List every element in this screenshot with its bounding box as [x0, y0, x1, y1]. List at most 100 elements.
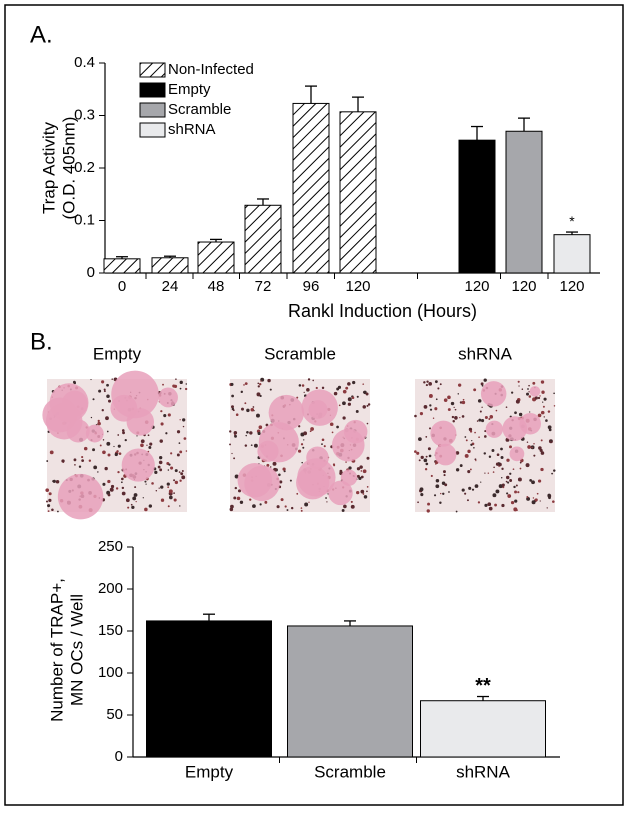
micrograph-speck [267, 378, 271, 383]
micrograph-speck [147, 434, 150, 437]
micrograph-speck [547, 493, 551, 498]
micrograph-speck [532, 381, 536, 385]
micrograph-speck [342, 416, 346, 420]
micrograph-speck [135, 501, 137, 503]
annotation: * [569, 213, 575, 229]
micrograph-speck [419, 412, 424, 416]
legend-swatch [139, 102, 166, 118]
micrograph-speck [454, 408, 457, 411]
micrograph-speck [290, 506, 294, 510]
micrograph-speck [429, 408, 433, 411]
micrograph-speck [106, 441, 111, 446]
micrograph-speck [102, 482, 106, 486]
micrograph-speck [181, 475, 186, 480]
micrograph-speck [170, 452, 173, 455]
micrograph-speck [110, 484, 115, 489]
micrograph-speck [531, 480, 535, 485]
micrograph-speck [418, 459, 421, 462]
micrograph-speck [144, 480, 147, 483]
micrograph-speck [476, 420, 479, 422]
micrograph-speck [249, 431, 253, 435]
y-tick-label: 150 [98, 622, 123, 639]
micrograph-speck [452, 419, 455, 423]
panel-label: A. [30, 21, 53, 48]
micrograph-speck [264, 500, 268, 504]
micrograph-speck [284, 505, 287, 508]
micrograph-speck [426, 509, 430, 513]
bar [458, 139, 496, 274]
micrograph-speck [457, 393, 460, 395]
micrograph-speck [479, 410, 482, 413]
micrograph-cell [121, 448, 155, 482]
micrograph-speck [366, 422, 369, 425]
micrograph-speck [506, 492, 509, 495]
micrograph-speck [252, 406, 255, 408]
micrograph-speck [512, 468, 515, 471]
micrograph-speck [507, 494, 512, 498]
micrograph-speck [159, 468, 163, 472]
micrograph-speck [423, 381, 426, 384]
micrograph-speck [358, 476, 362, 480]
micrograph-speck [140, 443, 144, 448]
micrograph-speck [106, 383, 109, 387]
micrograph-speck [518, 412, 523, 417]
micrograph-speck [102, 439, 105, 441]
micrograph-cell [57, 473, 104, 520]
micrograph-speck [106, 430, 109, 433]
micrograph-speck [185, 383, 188, 385]
micrograph-speck [231, 394, 234, 398]
micrograph-speck [121, 429, 125, 432]
micrograph-speck [538, 446, 542, 450]
micrograph-speck [165, 432, 168, 435]
micrograph-speck [276, 505, 280, 509]
micrograph-speck [160, 422, 164, 426]
micrograph-speck [514, 411, 517, 415]
micrograph-speck [170, 466, 174, 470]
micrograph-cell [257, 440, 279, 462]
micrograph-speck [464, 453, 469, 458]
micrograph-speck [168, 495, 173, 500]
micrograph-speck [527, 388, 529, 390]
bar [287, 625, 413, 758]
micrograph-speck [425, 436, 428, 438]
micrograph-speck [159, 439, 163, 443]
micrograph-speck [90, 378, 92, 381]
micrograph-speck [478, 436, 480, 438]
micrograph-speck [235, 413, 239, 416]
micrograph-speck [414, 414, 417, 418]
micrograph-speck [154, 470, 158, 475]
micrograph-cell [66, 419, 90, 443]
micrograph-speck [439, 383, 442, 386]
micrograph-speck [540, 451, 545, 455]
micrograph-speck [300, 443, 304, 446]
micrograph-speck [303, 431, 308, 436]
micrograph-speck [233, 496, 237, 500]
micrograph-speck [529, 411, 531, 413]
micrograph-speck [440, 492, 442, 495]
micrograph-speck [56, 510, 59, 513]
micrograph-speck [464, 492, 467, 495]
micrograph-speck [481, 384, 484, 387]
micrograph-speck [107, 479, 111, 484]
micrograph-speck [500, 455, 504, 459]
y-tick-label: 100 [98, 664, 123, 681]
micrograph-speck [259, 503, 262, 506]
micrograph-speck [470, 443, 473, 446]
micrograph-speck [73, 458, 77, 462]
micrograph-speck [185, 450, 188, 452]
micrograph-speck [356, 491, 360, 495]
micrograph-speck [47, 510, 50, 513]
micrograph-speck [278, 473, 281, 477]
x-tick-label: 96 [303, 278, 320, 295]
micrograph-speck [551, 472, 554, 475]
micrograph-speck [350, 500, 353, 503]
y-tick-label: 0 [115, 748, 123, 765]
micrograph-speck [246, 408, 250, 413]
micrograph-speck [229, 443, 231, 446]
micrograph-speck [179, 479, 182, 482]
micrograph-speck [543, 397, 547, 401]
micrograph-speck [183, 437, 187, 440]
error-bar [344, 620, 356, 626]
micrograph-speck [140, 439, 145, 444]
